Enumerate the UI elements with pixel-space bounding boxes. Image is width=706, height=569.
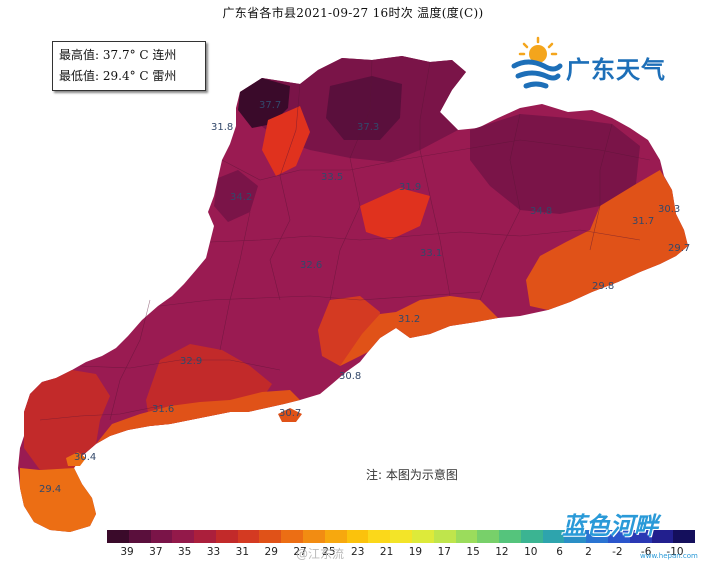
station-temperature-label: 31.9 bbox=[399, 182, 422, 193]
station-temperature-label: 29.7 bbox=[668, 243, 691, 254]
color-legend bbox=[107, 530, 696, 543]
legend-tick-label: 25 bbox=[322, 546, 336, 558]
legend-swatch bbox=[259, 530, 282, 543]
legend-swatch bbox=[673, 530, 696, 543]
legend-swatch bbox=[107, 530, 129, 543]
station-temperature-label: 33.1 bbox=[420, 248, 443, 259]
legend-swatch bbox=[172, 530, 195, 543]
legend-swatch bbox=[194, 530, 216, 543]
legend-tick-label: 2 bbox=[585, 546, 592, 558]
map-title: 广东省各市县2021-09-27 16时次 温度(度(C)) bbox=[222, 6, 484, 20]
site-watermark: www.hepan.com bbox=[640, 552, 698, 560]
legend-tick-label: 39 bbox=[120, 546, 134, 558]
legend-swatch bbox=[390, 530, 412, 543]
legend-swatch bbox=[455, 530, 478, 543]
station-temperature-label: 34.8 bbox=[530, 206, 553, 217]
legend-tick-label: -6 bbox=[640, 546, 652, 558]
station-temperature-label: 30.3 bbox=[658, 204, 681, 215]
station-temperature-label: 29.8 bbox=[592, 281, 615, 292]
weibo-watermark: @江东流 bbox=[296, 547, 345, 561]
brand-watermark: 蓝色河畔 bbox=[562, 512, 658, 540]
station-temperature-label: 31.8 bbox=[211, 122, 234, 133]
logo-text: 广东天气 bbox=[566, 56, 666, 84]
station-temperature-label: 31.6 bbox=[152, 404, 175, 415]
station-temperature-label: 33.5 bbox=[321, 172, 344, 183]
max-value-line: 最高值: 37.7° C 连州 bbox=[59, 48, 177, 62]
legend-swatch bbox=[303, 530, 325, 543]
guangdong-weather-logo: 广东天气 bbox=[508, 36, 678, 94]
region-north-west bbox=[214, 170, 258, 222]
legend-tick-label: 29 bbox=[264, 546, 278, 558]
extremes-box: 最高值: 37.7° C 连州 最低值: 29.4° C 雷州 bbox=[52, 41, 206, 91]
station-temperature-label: 31.7 bbox=[632, 216, 655, 227]
station-temperature-label: 37.3 bbox=[357, 122, 380, 133]
station-temperature-label: 30.8 bbox=[339, 371, 362, 382]
region-east-inland bbox=[470, 114, 640, 214]
region-delta-coast bbox=[340, 296, 498, 366]
legend-swatch bbox=[477, 530, 500, 543]
legend-swatch bbox=[564, 530, 587, 543]
legend-swatch bbox=[237, 530, 260, 543]
legend-tick-label: 37 bbox=[149, 546, 163, 558]
legend-swatch bbox=[150, 530, 173, 543]
legend-swatch bbox=[346, 530, 369, 543]
station-temperature-label: 37.7 bbox=[259, 100, 282, 111]
legend-tick-label: 6 bbox=[556, 546, 563, 558]
legend-tick-label: 21 bbox=[379, 546, 394, 558]
station-temperature-label: 30.4 bbox=[74, 452, 97, 463]
legend-tick-label: 12 bbox=[495, 546, 509, 558]
county-borders bbox=[39, 59, 651, 421]
legend-tick-label: 15 bbox=[466, 546, 480, 558]
region-east-coast bbox=[526, 170, 688, 310]
legend-swatch bbox=[607, 530, 630, 543]
station-temperature-label: 29.4 bbox=[39, 484, 62, 495]
region-central-red bbox=[360, 188, 430, 240]
station-temperature-label: 32.6 bbox=[300, 260, 323, 271]
region-north-east bbox=[326, 76, 402, 140]
legend-swatch bbox=[629, 530, 652, 543]
legend-tick-label: 17 bbox=[437, 546, 451, 558]
legend-tick-label: 27 bbox=[293, 546, 307, 558]
legend-tick-label: 19 bbox=[408, 546, 423, 558]
legend-tick-label: 35 bbox=[177, 546, 192, 558]
legend-tick-label: 10 bbox=[524, 546, 538, 558]
legend-tick-label: -10 bbox=[666, 546, 684, 558]
legend-swatch bbox=[651, 530, 674, 543]
legend-swatch bbox=[128, 530, 151, 543]
station-temperature-label: 30.7 bbox=[279, 408, 302, 419]
island-nanao bbox=[278, 408, 302, 422]
legend-ticks: 39 37 35 33 31 29 27 25 23 21 19 17 15 12 10 6 2 -2 -6 -10 bbox=[107, 546, 695, 560]
weather-sun-cloud-icon bbox=[511, 36, 563, 89]
min-value-line: 最低值: 29.4° C 雷州 bbox=[59, 69, 177, 83]
legend-tick-label: 31 bbox=[235, 546, 250, 558]
legend-swatch bbox=[281, 530, 304, 543]
station-temperature-label: 34.2 bbox=[230, 192, 253, 203]
region-southwest-coast bbox=[96, 390, 300, 444]
legend-swatch bbox=[520, 530, 543, 543]
legend-swatch bbox=[499, 530, 521, 543]
station-temperature-label: 32.9 bbox=[180, 356, 203, 367]
legend-swatch bbox=[324, 530, 347, 543]
legend-swatch bbox=[433, 530, 456, 543]
legend-swatch bbox=[586, 530, 608, 543]
island-naozhou bbox=[66, 452, 86, 466]
legend-swatch bbox=[215, 530, 238, 543]
legend-tick-label: 33 bbox=[206, 546, 221, 558]
region-lianzhou bbox=[238, 78, 290, 128]
station-temperature-label: 31.2 bbox=[398, 314, 421, 325]
region-leizhou bbox=[20, 468, 96, 532]
region-southwest bbox=[24, 370, 110, 470]
legend-tick-label: 23 bbox=[351, 546, 365, 558]
disclaimer-note: 注: 本图为示意图 bbox=[366, 468, 458, 482]
legend-swatch bbox=[411, 530, 434, 543]
legend-swatch bbox=[368, 530, 391, 543]
region-shaoguan-south bbox=[262, 106, 310, 176]
legend-tick-label: -2 bbox=[612, 546, 623, 558]
legend-swatch bbox=[542, 530, 565, 543]
